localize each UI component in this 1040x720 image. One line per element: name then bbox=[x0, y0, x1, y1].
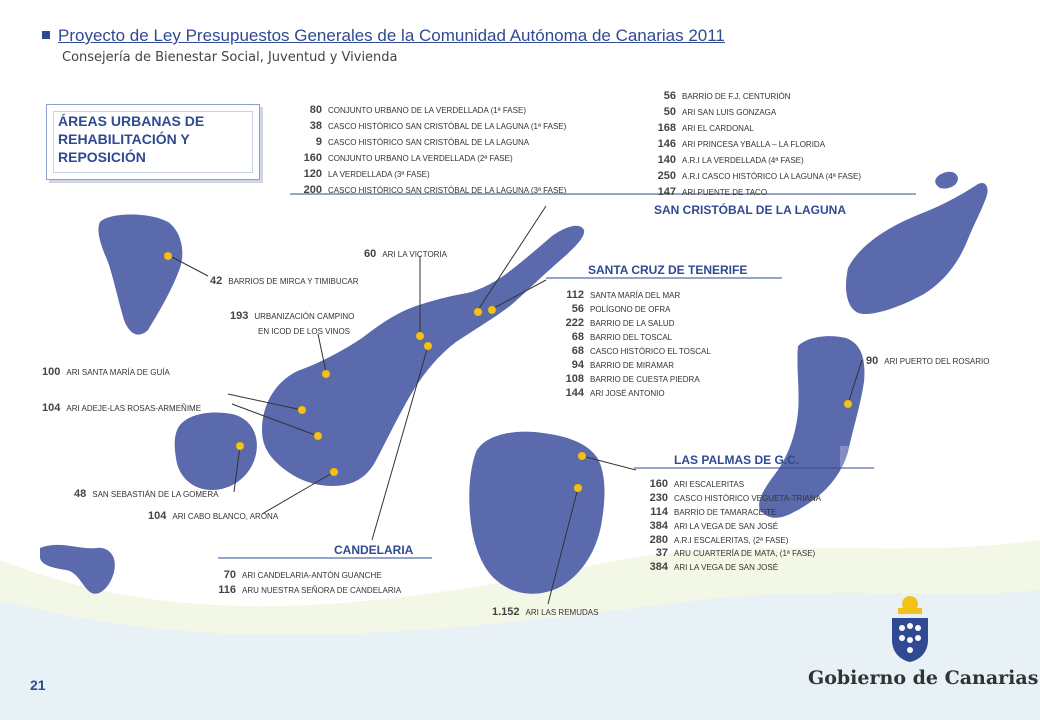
list-item: 160 CONJUNTO URBANO LA VERDELLADA (2ª FAS… bbox=[303, 152, 513, 164]
list-item: 108 BARRIO DE CUESTA PIEDRA bbox=[565, 373, 700, 385]
marker-gomera bbox=[235, 441, 245, 451]
list-item: 112 SANTA MARÍA DEL MAR bbox=[566, 289, 681, 301]
areas-box-title: ÁREAS URBANAS DE REHABILITACIÓN Y REPOSI… bbox=[58, 113, 205, 165]
island-fuerteventura bbox=[759, 336, 865, 518]
list-item: 160 ARI ESCALERITAS bbox=[649, 478, 745, 490]
section-title-santa-cruz: SANTA CRUZ DE TENERIFE bbox=[588, 263, 748, 277]
marker-campino bbox=[321, 369, 331, 379]
islet-la-graciosa bbox=[935, 171, 958, 189]
list-item: 222 BARRIO DE LA SALUD bbox=[565, 317, 675, 329]
list-item: 56 BARRIO DE F.J. CENTURIÓN bbox=[663, 90, 791, 102]
page-subtitle: Consejería de Bienestar Social, Juventud… bbox=[62, 50, 398, 65]
list-item: 384 ARI LA VEGA DE SAN JOSÉ bbox=[649, 561, 779, 573]
list-item: 384 ARI LA VEGA DE SAN JOSÉ bbox=[649, 520, 779, 532]
list-item: 200 CASCO HISTÓRICO SAN CRISTÓBAL DE LA L… bbox=[303, 184, 567, 196]
island-la-palma bbox=[98, 214, 183, 335]
marker-adeje bbox=[313, 431, 323, 441]
marker-remudas bbox=[573, 483, 583, 493]
list-item: 250 A.R.I CASCO HISTÓRICO LA LAGUNA (4ª F… bbox=[657, 170, 862, 182]
list-item: 120 LA VERDELLADA (3ª FASE) bbox=[303, 168, 430, 180]
marker-rosario bbox=[843, 399, 853, 409]
marker-mirca bbox=[163, 251, 173, 261]
callout-campino: 193 URBANIZACIÓN CAMPINO bbox=[230, 310, 355, 322]
island-el-hierro bbox=[40, 544, 115, 594]
list-item: 114 BARRIO DE TAMARACEITE bbox=[650, 506, 777, 518]
callout-arona: 104 ARI CABO BLANCO, ARONA bbox=[148, 510, 279, 522]
marker-santa-cruz bbox=[487, 305, 497, 315]
list-item: 280 A.R.I ESCALERITAS, (2ª FASE) bbox=[649, 534, 789, 546]
island-gran-canaria bbox=[469, 431, 605, 594]
list-item: 38 CASCO HISTÓRICO SAN CRISTÓBAL DE LA LA… bbox=[309, 120, 567, 132]
marker-candelaria bbox=[423, 341, 433, 351]
government-logo-text: Gobierno de Canarias bbox=[808, 667, 1039, 689]
marker-arona bbox=[329, 467, 339, 477]
marker-guia bbox=[297, 405, 307, 415]
list-item: 94 BARRIO DE MIRAMAR bbox=[571, 359, 675, 371]
callout-mirca: 42 BARRIOS DE MIRCA Y TIMIBUCAR bbox=[210, 275, 359, 287]
list-item: 37 ARU CUARTERÍA DE MATA, (1ª FASE) bbox=[655, 547, 816, 559]
callout-remudas: 1.152 ARI LAS REMUDAS bbox=[492, 606, 599, 618]
page-title[interactable]: Proyecto de Ley Presupuestos Generales d… bbox=[42, 26, 725, 46]
list-item: 70 ARI CANDELARIA-ANTÓN GUANCHE bbox=[223, 569, 382, 581]
island-la-gomera bbox=[174, 412, 257, 490]
marker-las-palmas bbox=[577, 451, 587, 461]
list-item: 116 ARU NUESTRA SEÑORA DE CANDELARIA bbox=[218, 584, 402, 596]
decorative-wave bbox=[0, 590, 1040, 720]
list-item: 144 ARI JOSÉ ANTONIO bbox=[565, 387, 665, 399]
list-item: 9 CASCO HISTÓRICO SAN CRISTÓBAL DE LA LAG… bbox=[315, 136, 530, 148]
list-item: 68 CASCO HISTÓRICO EL TOSCAL bbox=[571, 345, 711, 357]
page-title-text[interactable]: Proyecto de Ley Presupuestos Generales d… bbox=[58, 26, 725, 45]
callout-gomera: 48 SAN SEBASTIÁN DE LA GOMERA bbox=[74, 488, 219, 500]
page-number: 21 bbox=[30, 677, 46, 693]
list-item: 147 ARI PUENTE DE TACO bbox=[657, 186, 768, 198]
section-title-laguna: SAN CRISTÓBAL DE LA LAGUNA bbox=[654, 203, 846, 217]
list-item: 146 ARI PRINCESA YBALLA – LA FLORIDA bbox=[657, 138, 826, 150]
list-item: 50 ARI SAN LUIS GONZAGA bbox=[663, 106, 777, 118]
list-item: 80 CONJUNTO URBANO DE LA VERDELLADA (1ª F… bbox=[309, 104, 526, 116]
marker-laguna bbox=[473, 307, 483, 317]
island-lanzarote bbox=[845, 182, 988, 314]
island-tenerife bbox=[262, 225, 585, 487]
gobierno-canarias-emblem bbox=[892, 596, 928, 662]
callout-rosario: 90 ARI PUERTO DEL ROSARIO bbox=[866, 355, 990, 367]
title-bullet-icon bbox=[42, 31, 50, 39]
callout-victoria: 60 ARI LA VICTORIA bbox=[364, 248, 448, 260]
marker-victoria bbox=[415, 331, 425, 341]
list-item: 230 CASCO HISTÓRICO VEGUETA-TRIANA bbox=[649, 492, 821, 504]
list-item: 68 BARRIO DEL TOSCAL bbox=[571, 331, 673, 343]
section-title-las-palmas: LAS PALMAS DE G.C. bbox=[674, 453, 800, 467]
callout-adeje: 104 ARI ADEJE-LAS ROSAS-ARMEÑIME bbox=[42, 402, 202, 414]
areas-box bbox=[46, 104, 260, 180]
section-title-candelaria: CANDELARIA bbox=[334, 543, 414, 557]
list-item: 140 A.R.I LA VERDELLADA (4ª FASE) bbox=[657, 154, 804, 166]
list-item: 168 ARI EL CARDONAL bbox=[657, 122, 754, 134]
callout-guia: 100 ARI SANTA MARÍA DE GUÍA bbox=[42, 366, 170, 378]
list-item: 56 POLÍGONO DE OFRA bbox=[571, 303, 671, 315]
callout-campino-line-2: EN ICOD DE LOS VINOS bbox=[258, 327, 351, 336]
